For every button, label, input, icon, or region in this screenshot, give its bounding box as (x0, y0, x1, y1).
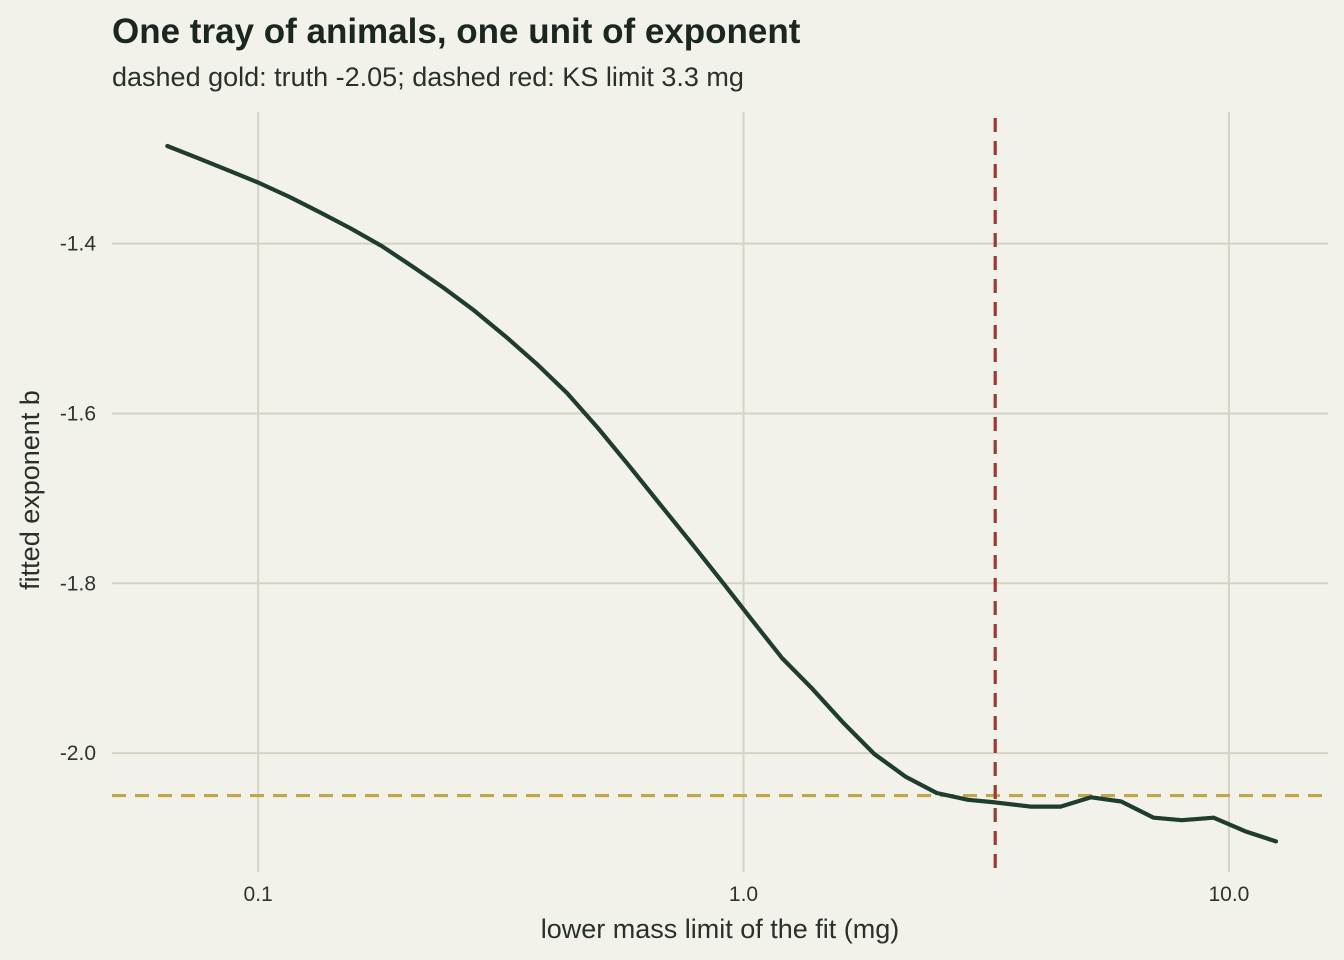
y-tick-label: -1.6 (60, 402, 96, 425)
y-tick-label: -2.0 (60, 742, 96, 765)
series-line (165, 143, 1279, 844)
reference-lines (112, 118, 1328, 872)
y-tick-labels: -2.0 -1.8 -1.6 -1.4 (60, 233, 97, 765)
grid (112, 112, 1328, 872)
x-tick-label: 1.0 (729, 883, 758, 906)
x-tick-label: 0.1 (244, 883, 273, 906)
x-tick-label: 10.0 (1208, 883, 1249, 906)
series-group (165, 143, 1279, 844)
y-axis-label: fitted exponent b (15, 390, 45, 590)
chart-subtitle: dashed gold: truth -2.05; dashed red: KS… (112, 62, 744, 92)
y-tick-label: -1.4 (60, 233, 97, 256)
y-tick-label: -1.8 (60, 572, 96, 595)
x-tick-labels: 0.1 1.0 10.0 (244, 883, 1250, 906)
chart-title: One tray of animals, one unit of exponen… (112, 12, 801, 51)
x-axis-label: lower mass limit of the fit (mg) (541, 914, 900, 944)
